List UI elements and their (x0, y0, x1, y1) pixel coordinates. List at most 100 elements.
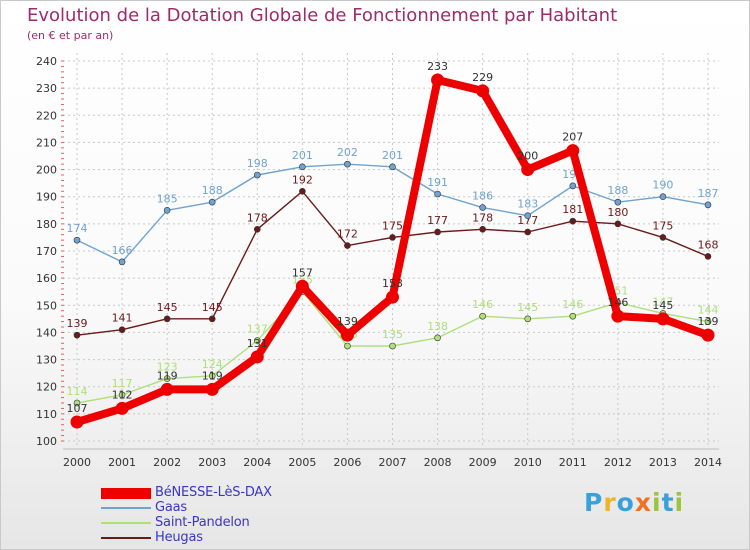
data-label: 188 (607, 184, 628, 197)
legend-label-benesse: BéNESSE-LèS-DAX (155, 485, 272, 500)
data-label: 187 (698, 187, 719, 200)
data-label: 145 (517, 301, 538, 314)
data-label: 145 (652, 299, 673, 312)
data-label: 178 (247, 211, 268, 224)
x-tick-label: 2008 (424, 456, 452, 469)
data-point (656, 312, 670, 326)
logo-letter: x (634, 488, 652, 517)
y-tick-label: 140 (36, 326, 57, 339)
data-label: 175 (382, 219, 403, 232)
x-tick-label: 2011 (559, 456, 587, 469)
data-point (389, 163, 396, 171)
data-label: 146 (562, 298, 583, 311)
data-label: 114 (67, 385, 88, 398)
data-label: 177 (517, 214, 538, 227)
y-tick-label: 240 (36, 55, 57, 68)
data-point (70, 415, 84, 429)
data-point (340, 328, 354, 342)
data-label: 145 (202, 301, 223, 314)
data-label: 198 (247, 157, 268, 170)
x-tick-label: 2010 (514, 456, 542, 469)
data-point (299, 187, 306, 195)
y-tick-label: 230 (36, 82, 57, 95)
data-label: 124 (202, 358, 223, 371)
data-label: 190 (652, 179, 673, 192)
y-tick-label: 180 (36, 218, 57, 231)
data-point (434, 334, 441, 342)
data-label: 117 (112, 377, 133, 390)
data-point (115, 401, 129, 415)
data-label: 201 (292, 149, 313, 162)
y-tick-label: 110 (36, 408, 57, 421)
x-tick-label: 2005 (288, 456, 316, 469)
data-label: 186 (472, 190, 493, 203)
proxiti-logo: Proxiti (584, 488, 684, 517)
y-tick-label: 170 (36, 245, 57, 258)
data-point (569, 217, 577, 225)
data-point (250, 350, 264, 364)
data-label: 180 (607, 206, 628, 219)
data-label: 192 (292, 173, 313, 186)
data-label: 139 (67, 317, 88, 330)
data-point (118, 391, 126, 399)
data-label: 207 (562, 131, 583, 144)
data-point (479, 204, 486, 211)
data-label: 175 (652, 219, 673, 232)
data-point (614, 198, 622, 206)
data-point (386, 290, 399, 304)
data-label: 174 (67, 222, 88, 235)
data-label: 183 (517, 198, 538, 211)
data-point (614, 220, 622, 228)
data-point (434, 228, 441, 236)
data-label: 201 (382, 149, 403, 162)
logo-letter: P (584, 488, 604, 517)
y-tick-label: 210 (36, 136, 57, 149)
logo-letter: o (616, 488, 635, 517)
data-label: 123 (157, 361, 178, 374)
chart-subtitle: (en € et par an) (27, 29, 114, 42)
data-point (253, 225, 261, 233)
data-label: 146 (607, 296, 628, 309)
data-point (208, 315, 216, 323)
data-label: 138 (427, 320, 448, 333)
data-point (566, 144, 580, 158)
data-point (344, 342, 351, 350)
data-point (659, 234, 667, 241)
x-tick-label: 2006 (333, 456, 361, 469)
x-tick-label: 2007 (379, 456, 407, 469)
data-label: 139 (337, 315, 358, 328)
data-point (299, 163, 306, 171)
legend-label-saint-pandelon: Saint-Pandelon (155, 515, 250, 530)
data-point (118, 258, 126, 266)
data-label: 178 (472, 211, 493, 224)
x-tick-label: 2004 (243, 456, 271, 469)
data-point (163, 315, 171, 323)
data-point (569, 312, 577, 320)
y-tick-label: 200 (36, 164, 57, 177)
x-tick-label: 2001 (108, 456, 136, 469)
data-label: 112 (112, 388, 133, 401)
legend-swatch-benesse (101, 488, 151, 499)
data-label: 185 (157, 192, 178, 205)
data-label: 135 (382, 328, 403, 341)
data-point (163, 375, 171, 382)
legend-swatch-saint-pandelon (101, 522, 151, 524)
data-label: 191 (427, 176, 448, 189)
data-point (524, 212, 532, 220)
x-tick-label: 2013 (649, 456, 677, 469)
data-point (704, 318, 712, 325)
data-point (253, 171, 261, 179)
data-point (476, 84, 490, 98)
data-label: 139 (698, 315, 719, 328)
data-point (431, 73, 445, 87)
data-label: 200 (517, 150, 538, 163)
logo-letter: i (652, 488, 662, 517)
data-point (73, 331, 81, 339)
data-point (659, 193, 667, 201)
data-label: 107 (67, 402, 88, 415)
data-point (521, 163, 535, 177)
x-tick-label: 2014 (694, 456, 722, 469)
data-label: 147 (652, 295, 673, 308)
